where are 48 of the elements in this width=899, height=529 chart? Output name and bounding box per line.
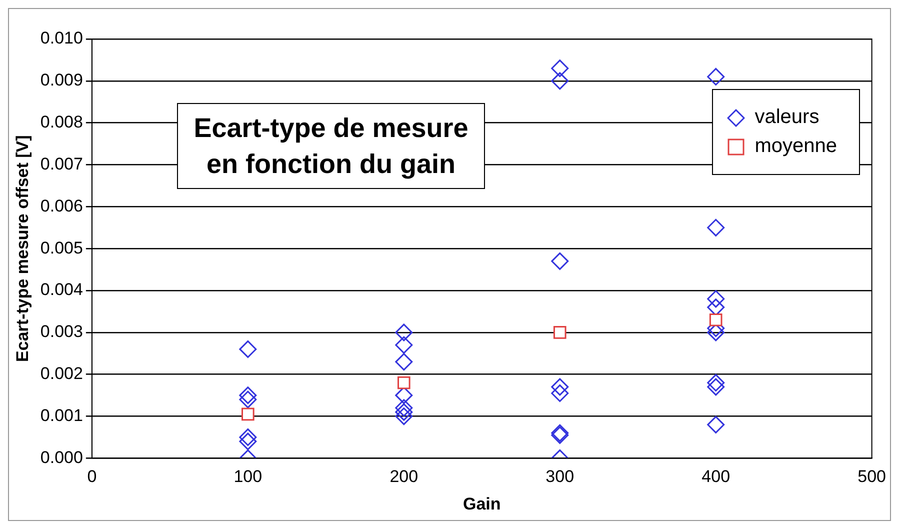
point	[551, 252, 569, 270]
point	[395, 324, 413, 342]
y-tick-label: 0.001	[40, 406, 83, 425]
point	[397, 376, 410, 390]
x-tick-label: 0	[87, 467, 97, 486]
point	[707, 374, 725, 392]
point	[395, 403, 413, 421]
y-tick-label: 0.000	[40, 448, 83, 467]
point	[395, 408, 413, 426]
x-tick-label: 100	[234, 467, 262, 486]
point	[395, 336, 413, 354]
point	[551, 60, 569, 78]
point	[395, 399, 413, 417]
y-tick-label: 0.002	[40, 364, 83, 384]
point	[553, 326, 566, 339]
point	[242, 408, 254, 421]
x-tick-label: 300	[546, 467, 574, 486]
point	[707, 378, 725, 396]
point	[239, 340, 257, 358]
point	[239, 432, 257, 450]
y-tick-label: 0.009	[40, 70, 83, 90]
point	[239, 386, 257, 404]
point	[707, 68, 725, 86]
point	[707, 416, 725, 434]
point	[707, 218, 725, 236]
y-tick-label: 0.008	[40, 112, 83, 132]
y-tick-label: 0.004	[40, 280, 83, 300]
point	[239, 390, 257, 408]
x-axis-title: Gain	[462, 494, 501, 514]
point	[551, 378, 569, 396]
point	[707, 290, 725, 308]
y-tick-label: 0.006	[40, 196, 83, 216]
point	[551, 72, 569, 90]
y-axis-title: Ecart-type mesure offset [V]	[12, 135, 32, 362]
x-tick-label: 200	[390, 467, 418, 486]
point	[239, 428, 257, 446]
y-tick-label: 0.010	[40, 28, 83, 48]
y-tick-label: 0.005	[40, 238, 83, 258]
point	[709, 313, 722, 326]
point	[395, 353, 413, 371]
y-tick-label: 0.003	[40, 322, 83, 342]
point	[551, 384, 569, 402]
x-tick-label: 500	[858, 467, 886, 486]
x-tick-label: 400	[702, 467, 730, 486]
y-tick-label: 0.007	[40, 154, 83, 174]
legend-label: moyenne	[754, 135, 837, 158]
legend-label: valeurs	[754, 106, 820, 129]
text: Ecart-type de mesure en fonction du gain	[177, 103, 485, 189]
